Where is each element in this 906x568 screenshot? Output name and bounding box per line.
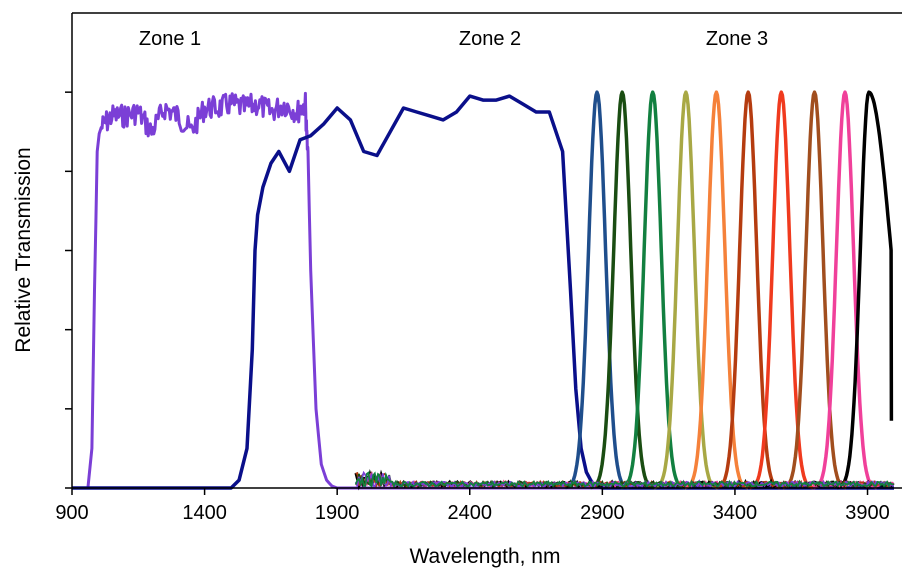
- series-layer: [72, 90, 894, 490]
- x-tick-label: 3900: [845, 502, 890, 524]
- series-peak: [683, 90, 749, 490]
- x-tick-label: 3400: [713, 502, 758, 524]
- series-peak: [748, 90, 814, 490]
- x-tick-label: 2900: [580, 502, 625, 524]
- zone-3-label: Zone 3: [706, 28, 768, 50]
- zone-2-label: Zone 2: [459, 28, 521, 50]
- axes: [71, 12, 902, 489]
- x-tick-label: 1400: [182, 502, 227, 524]
- x-tick-label: 2400: [448, 502, 493, 524]
- series-peak: [715, 90, 781, 490]
- ticks: 900 1400 1900 2400 2900 3400 3900: [55, 91, 890, 524]
- zone-1-label: Zone 1: [139, 28, 201, 50]
- x-tick-label: 900: [55, 502, 88, 524]
- series-peak: [781, 90, 848, 490]
- series-peak: [653, 90, 719, 490]
- x-axis-title: Wavelength, nm: [410, 545, 561, 568]
- series-peak: [564, 90, 630, 490]
- series-zone-2: [72, 94, 894, 490]
- series-peak: [836, 90, 894, 490]
- series-zone-1: [72, 91, 894, 490]
- series-peak: [812, 90, 878, 490]
- series-peak: [620, 90, 686, 490]
- baseline-noise: [354, 468, 895, 491]
- y-axis-title: Relative Transmission: [12, 147, 35, 352]
- x-tick-label: 1900: [315, 502, 360, 524]
- series-peak: [589, 90, 655, 490]
- baseline-noise-line: [354, 471, 894, 489]
